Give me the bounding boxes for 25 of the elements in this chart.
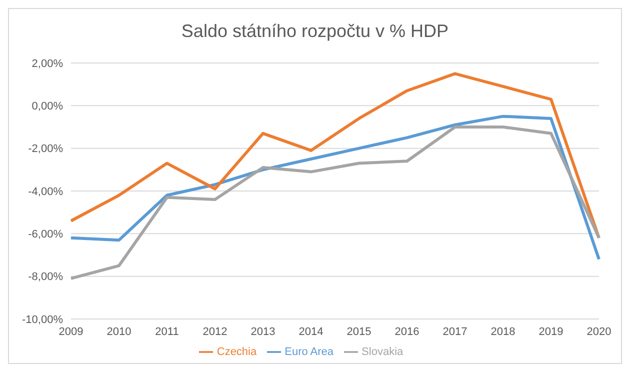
- line-series: [70, 126, 600, 280]
- line-series: [70, 114, 600, 261]
- legend-label: Euro Area: [284, 346, 334, 358]
- y-tick-label: 0,00%: [32, 100, 64, 113]
- x-tick-label: 2016: [394, 326, 420, 338]
- y-tick-label: -6,00%: [28, 228, 64, 241]
- x-tick-label: 2015: [346, 326, 372, 338]
- x-tick-label: 2020: [586, 326, 612, 338]
- x-tick-label: 2018: [490, 326, 516, 338]
- x-tick-label: 2017: [442, 326, 468, 338]
- x-tick-label: 2019: [538, 326, 564, 338]
- chart-title: Saldo státního rozpočtu v % HDP: [180, 20, 450, 43]
- y-tick-label: -10,00%: [22, 314, 64, 326]
- y-tick-label: -8,00%: [28, 271, 64, 284]
- x-tick-label: 2010: [106, 326, 132, 338]
- x-tick-label: 2013: [250, 326, 276, 338]
- legend-label: Slovakia: [362, 346, 404, 358]
- x-tick-label: 2014: [298, 326, 324, 338]
- legend-label: Czechia: [216, 346, 257, 358]
- y-tick-label: -4,00%: [28, 186, 64, 198]
- x-tick-label: 2012: [202, 326, 228, 338]
- x-tick-label: 2009: [58, 326, 84, 338]
- y-tick-label: 2,00%: [32, 58, 64, 70]
- y-tick-label: -2,00%: [28, 143, 64, 156]
- x-tick-label: 2011: [155, 326, 179, 338]
